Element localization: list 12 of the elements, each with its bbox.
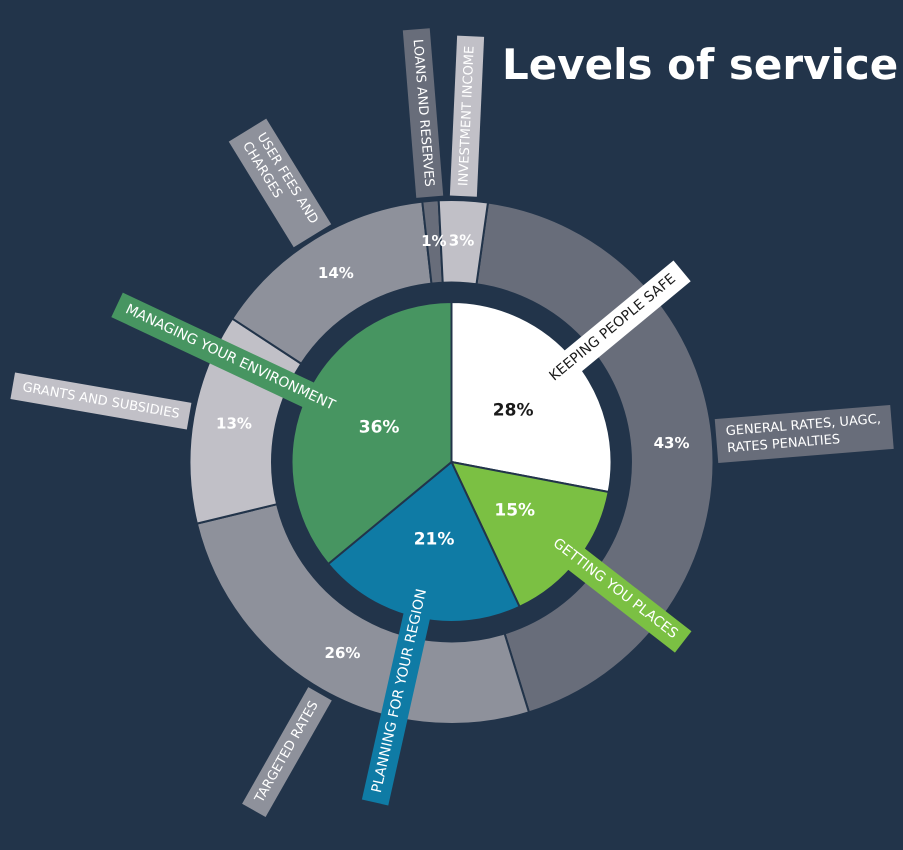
data-label: 15% — [494, 500, 536, 520]
data-label: 21% — [414, 529, 454, 550]
callout-box: GENERAL RATES, UAGC, RATES PENALTIES — [715, 404, 894, 463]
data-label: 26% — [324, 644, 360, 662]
data-label: 14% — [318, 264, 354, 282]
data-label: 36% — [358, 417, 400, 438]
data-label: 43% — [654, 434, 690, 452]
data-label: 28% — [492, 400, 534, 420]
chart-title: Levels of service — [502, 40, 898, 89]
data-label: 3% — [448, 231, 474, 250]
callout-box: INVESTMENT INCOME — [450, 36, 484, 198]
callout-box: LOANS AND RESERVES — [403, 28, 444, 198]
